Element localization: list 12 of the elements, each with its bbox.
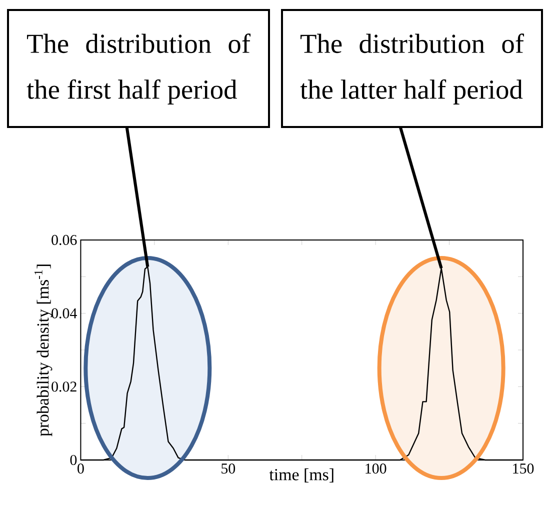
y-tick-label: 0.02: [52, 382, 76, 392]
y-tick-label: 0: [70, 454, 77, 466]
x-tick-label: 0: [78, 464, 84, 474]
x-tick-label: 100: [366, 464, 386, 474]
annotation: The distribution of the first half period: [26, 34, 251, 104]
x-tick-label: 50: [222, 464, 236, 474]
x-axis-title: time [ms]: [269, 468, 334, 482]
y-tick-label: 0.06: [52, 234, 77, 246]
y-axis-title: probability density [ms$^{-1}$]: [34, 264, 52, 436]
y-tick-label: 0.04: [52, 308, 77, 318]
annotation: The distribution of the latter half period: [300, 34, 524, 104]
x-tick-label: 150: [513, 464, 534, 474]
